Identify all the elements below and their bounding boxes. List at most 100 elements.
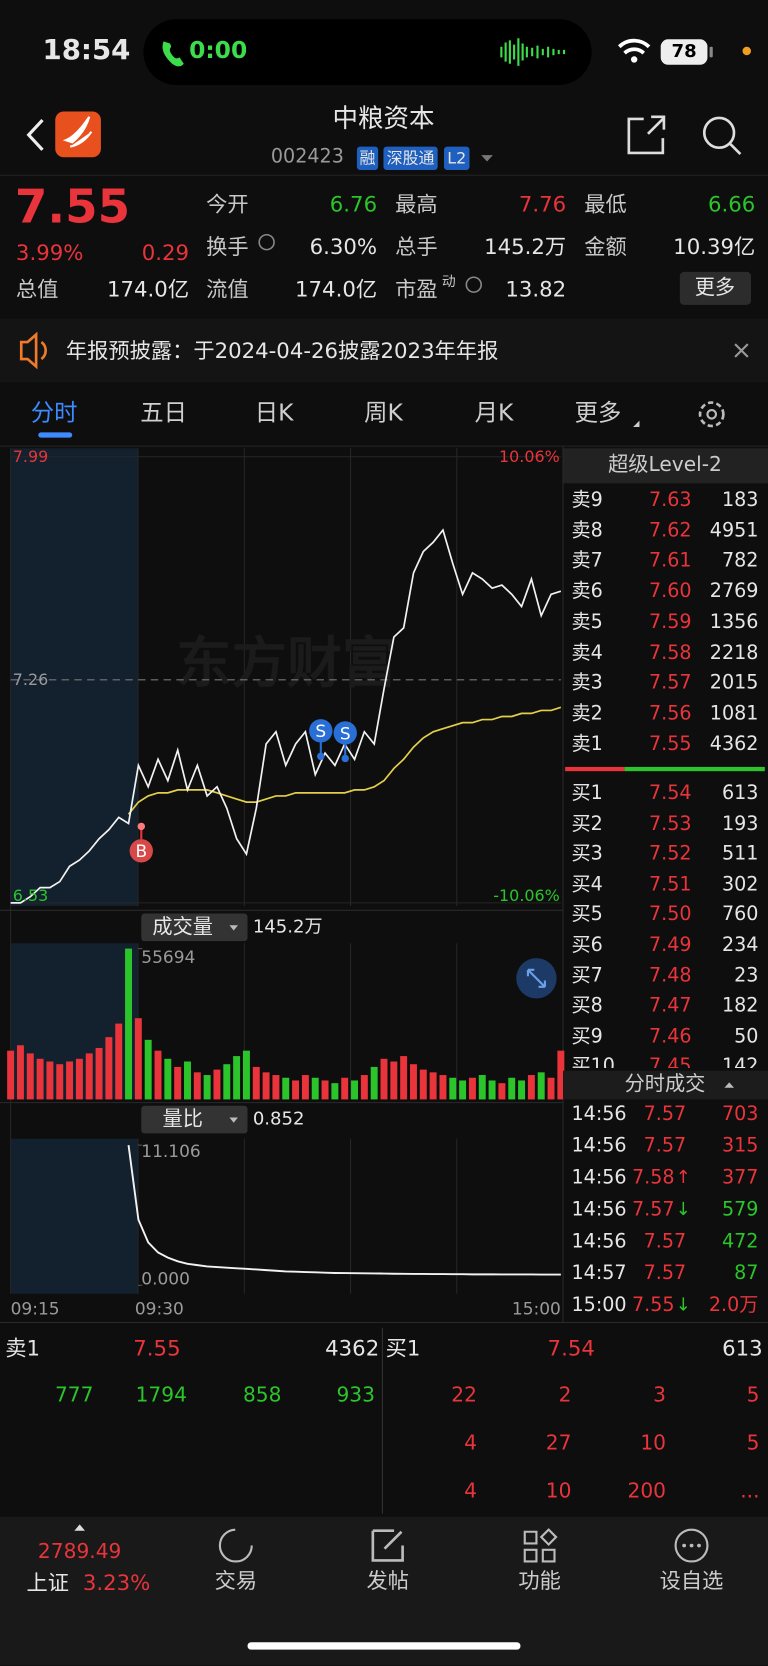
bid-price: 7.50 [648,903,692,926]
ask-volume: 2769 [709,580,759,603]
indicator-name[interactable]: 量比 [162,1107,203,1131]
bid-volume: 193 [721,812,759,835]
dropdown [229,1117,238,1123]
speaker-icon [19,331,47,370]
field-label: 流值 [206,276,249,302]
field-label: 总值 [15,276,59,302]
ask-price: 7.56 [648,702,692,725]
field-label: 今开 [206,191,249,217]
ask-price: 7.61 [648,549,692,573]
tab[interactable]: 日K [254,400,294,427]
close-notice[interactable] [734,343,749,358]
last-price: 7.55 [14,180,131,235]
x-tick-label: 09:30 [134,1298,184,1319]
tick-volume: 703 [721,1102,759,1126]
wifi-icon [617,38,651,55]
sell-marker[interactable] [333,721,357,745]
ratio-value: 0.852 [252,1108,305,1131]
stock-code: 002423 [270,145,344,169]
ticks-title[interactable]: 分时成交 [624,1072,706,1096]
ask-volume: 782 [721,549,759,573]
sell-marker[interactable] [309,719,333,743]
volume-bar [262,1072,270,1100]
tab[interactable]: 更多 [574,400,622,427]
nav-item[interactable]: 发帖 [366,1567,409,1594]
tick-time: 14:56 [571,1102,627,1126]
ticks-header [562,1070,768,1100]
field-value: 6.66 [707,191,756,217]
bid-volume: 182 [721,994,759,1017]
volume-bar [321,1080,329,1100]
tab[interactable]: 分时 [30,400,78,427]
volume-bar [36,1058,44,1100]
settings-button[interactable] [698,401,725,428]
volume-bar [95,1047,103,1100]
indicator-selector[interactable] [141,913,248,942]
tab[interactable]: 五日 [140,400,187,427]
bid-queue: 4 [464,1431,477,1455]
ask-price: 7.62 [648,519,692,542]
tick-time: 14:56 [571,1230,627,1253]
bid-volume: 613 [721,782,759,805]
bid-queue: 10 [640,1431,667,1455]
tick-time: 14:56 [571,1198,627,1221]
volume-bar [459,1080,467,1100]
tick-volume: 315 [721,1134,759,1157]
field-label-sup: 动 [441,274,456,291]
change-percent: 3.99% [15,240,84,266]
bid-queue: 2 [558,1383,572,1408]
volume-bar [223,1064,231,1100]
info-icon[interactable] [258,233,275,251]
bid-price: 7.45 [648,1055,692,1078]
tick-volume: 2.0万 [708,1294,759,1317]
index-value[interactable]: 2789.49 [37,1539,122,1564]
search-handle [728,142,742,155]
field-value: 145.2万 [484,233,567,260]
marker-dot [317,752,325,761]
home-indicator [247,1642,521,1650]
bid-price: 7.52 [648,842,692,866]
ticks-toggle[interactable] [724,1082,735,1088]
notice-bar [0,318,768,383]
buy-marker[interactable] [129,839,153,863]
volume-bar [193,1072,201,1100]
field-label: 金额 [584,233,627,260]
volume-bar [360,1075,368,1100]
tab[interactable]: 周K [364,400,403,427]
volume-bar [478,1075,486,1100]
share-button[interactable] [627,115,666,155]
bid-price: 7.48 [648,964,692,987]
ask-label: 卖5 [571,610,603,634]
search-button[interactable] [702,116,736,149]
ask-price: 7.58 [648,641,692,664]
tab[interactable]: 月K [474,400,514,427]
indicator-name[interactable]: 成交量 [152,915,213,939]
ask-volume: 1081 [709,702,759,725]
notice-text[interactable]: 年报预披露：于2024-04-26披露2023年年报 [65,337,499,364]
ask-queue: 1794 [135,1383,187,1408]
tab-underline [38,432,73,438]
nav-item[interactable]: 功能 [518,1567,561,1594]
bid-queue: 10 [545,1479,572,1503]
bid-price: 7.54 [547,1335,595,1361]
info-icon[interactable] [465,276,482,293]
more-button[interactable]: 更多 [694,275,736,300]
ratio-tick-label: 11.106 [141,1141,201,1162]
nav-item[interactable]: 交易 [214,1567,258,1594]
indicator-selector[interactable] [141,1105,248,1134]
x-tick-label: 09:15 [10,1298,60,1319]
bid-label: 买8 [571,994,603,1017]
volume-total: 145.2万 [252,916,323,938]
more-button[interactable] [679,271,752,305]
ratio-line [127,1144,561,1276]
dropdown[interactable] [481,155,493,162]
back-button[interactable] [26,118,44,151]
volume-bar [292,1080,300,1100]
bid-price: 7.51 [648,873,692,896]
avg-line [127,706,562,815]
bid-queue: 4 [464,1479,477,1503]
expand-button[interactable] [516,958,557,999]
nav-item[interactable]: 设自选 [659,1567,724,1594]
tick-volume: 472 [721,1230,759,1253]
